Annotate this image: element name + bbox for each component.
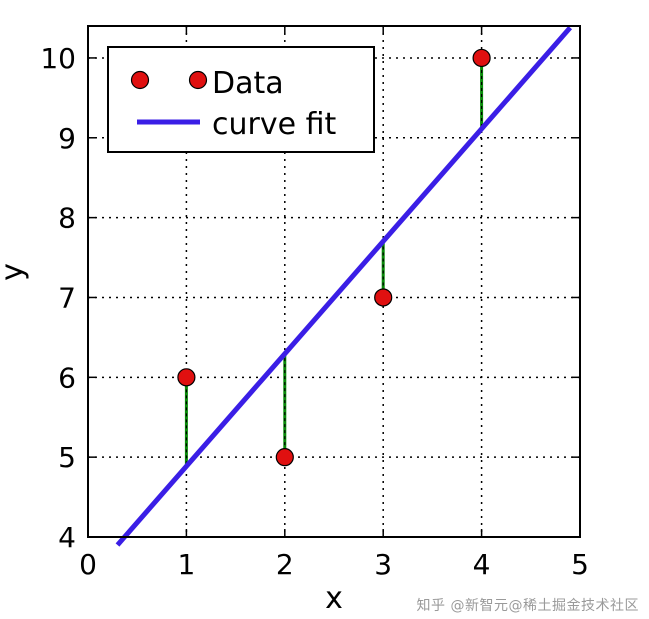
y-tick-label: 7: [58, 281, 76, 314]
axis-ticks: 0 1 2 3 4 5 4 5 6 7 8 9 10: [40, 26, 589, 581]
x-axis-label: x: [325, 581, 343, 616]
curve-fit-series: [115, 25, 573, 547]
x-tick-label: 2: [276, 548, 294, 581]
x-tick-label: 3: [374, 548, 392, 581]
data-point: [177, 368, 196, 387]
x-tick-label: 0: [79, 548, 97, 581]
y-tick-label: 5: [58, 441, 76, 474]
curve-fit-line: [115, 25, 573, 547]
watermark: 知乎 @新智元@稀土掘金技术社区: [416, 598, 639, 614]
legend-label-curve-fit: curve fit: [212, 107, 336, 142]
y-tick-label: 6: [58, 361, 76, 394]
data-series: [177, 48, 491, 467]
y-tick-label: 9: [58, 122, 76, 155]
data-point: [275, 448, 294, 467]
data-point: [374, 288, 393, 307]
x-tick-label: 1: [177, 548, 195, 581]
legend: Data curve fit: [107, 46, 375, 153]
legend-label-data: Data: [212, 66, 284, 101]
legend-marker-data-right: [188, 70, 208, 90]
y-tick-label: 8: [58, 202, 76, 235]
x-tick-label: 5: [571, 548, 589, 581]
data-point: [472, 48, 491, 68]
y-tick-label: 4: [58, 521, 76, 554]
legend-box: [107, 46, 375, 153]
legend-marker-data-left: [130, 70, 150, 90]
x-tick-label: 4: [473, 548, 491, 581]
y-tick-label: 10: [40, 42, 76, 75]
y-axis-label: y: [0, 263, 30, 281]
residual-lines: [184, 57, 484, 466]
plot-frame: [87, 25, 581, 538]
